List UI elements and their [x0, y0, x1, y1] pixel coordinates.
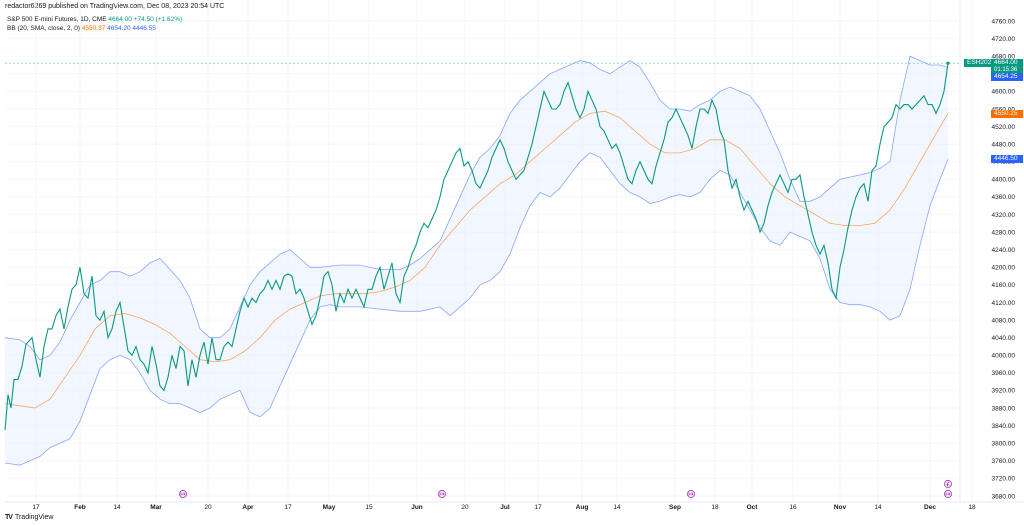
last-price-dot [946, 61, 950, 65]
price-tick-label: 4000.00 [992, 353, 1016, 360]
price-tick-label: 4400.00 [992, 177, 1016, 184]
time-tick-label: 17 [534, 504, 542, 511]
time-tick-label: 20 [204, 504, 212, 511]
last-price: 4664.00 [108, 16, 132, 23]
lower-band-tag: 4446.50 [991, 155, 1023, 163]
bb-legend-row[interactable]: BB (20, SMA, close, 2, 0) 4550.37 4654.2… [7, 24, 182, 33]
price-tick-label: 4480.00 [992, 141, 1016, 148]
time-tick-label: 17 [32, 504, 40, 511]
basis-tag: 4550.25 [991, 110, 1023, 118]
price-axis[interactable]: 4760.004720.004680.004640.004600.004560.… [992, 18, 1016, 500]
price-tick-label: 4600.00 [992, 89, 1016, 96]
time-tick-label: Oct [747, 504, 759, 511]
price-tick-label: 4160.00 [992, 282, 1016, 289]
symbol-tag: ESH2024 [964, 59, 998, 67]
dividend-split-event-icon[interactable] [179, 490, 187, 498]
price-tick-label: 3960.00 [992, 370, 1016, 377]
time-tick-label: Feb [74, 504, 86, 511]
price-tick-label: 4760.00 [992, 18, 1016, 25]
time-tick-label: Dec [924, 504, 936, 511]
time-tick-label: Sep [669, 504, 681, 511]
price-tick-label: 4080.00 [992, 317, 1016, 324]
price-tick-label: 4520.00 [992, 124, 1016, 131]
time-tick-label: 18 [968, 504, 976, 511]
price-tick-label: 4360.00 [992, 194, 1016, 201]
bollinger-band-fill [5, 56, 948, 466]
tradingview-footer[interactable]: TV TradingView [5, 514, 53, 521]
time-tick-label: 16 [789, 504, 797, 511]
tradingview-logo-icon: TV [5, 514, 13, 521]
price-tick-label: 3720.00 [992, 476, 1016, 483]
price-tick-label: 4040.00 [992, 335, 1016, 342]
bollinger-lower-band [4, 152, 949, 466]
earnings-event-icon[interactable] [944, 480, 952, 488]
price-tick-label: 3800.00 [992, 441, 1016, 448]
time-axis[interactable]: 17 Feb 14 Mar 20 Apr 17 May 15 Jun 20 Jul 17 Aug 14 Sep… [32, 504, 976, 511]
bb-basis-value: 4550.37 [81, 25, 106, 32]
price-tick-label: 4200.00 [992, 265, 1016, 272]
time-tick-label: 14 [874, 504, 882, 511]
event-markers [179, 480, 952, 498]
price-tick-label: 4280.00 [992, 229, 1016, 236]
price-change: +74.50 (+1.62%) [133, 16, 183, 23]
countdown-tag: 01:15:36 [991, 66, 1023, 74]
time-tick-label: Mar [150, 504, 162, 511]
time-tick-label: Jun [411, 504, 423, 511]
upper-band-tag: 4654.25 [991, 73, 1023, 81]
brand-name: TradingView [14, 514, 54, 521]
bollinger-basis-line [4, 110, 949, 409]
price-tick-label: 4680.00 [992, 53, 1016, 60]
bb-lower-value: 4446.55 [132, 25, 156, 32]
symbol-name: S&P 500 E-mini Futures, 1D, CME [7, 16, 107, 23]
time-tick-label: 14 [613, 504, 621, 511]
price-tick-label: 4560.00 [992, 106, 1016, 113]
price-tick-label: 3840.00 [992, 423, 1016, 430]
price-tick-label: 3760.00 [992, 458, 1016, 465]
bollinger-upper-band [4, 55, 949, 361]
publisher-caption: redactor6269 published on TradingView.co… [5, 3, 225, 10]
chart-legend: S&P 500 E-mini Futures, 1D, CME 4664.00 … [7, 15, 182, 33]
price-line [4, 63, 949, 431]
price-tick-label: 3680.00 [992, 493, 1016, 500]
time-tick-label: Jul [500, 504, 510, 511]
time-tick-label: 15 [365, 504, 373, 511]
price-tick-label: 4720.00 [992, 36, 1016, 43]
price-tick-label: 3920.00 [992, 388, 1016, 395]
time-tick-label: 14 [113, 504, 121, 511]
dividend-split-event-icon[interactable] [944, 490, 952, 498]
symbol-legend-row[interactable]: S&P 500 E-mini Futures, 1D, CME 4664.00 … [7, 15, 182, 24]
price-tick-label: 4320.00 [992, 212, 1016, 219]
time-tick-label: 17 [284, 504, 292, 511]
dividend-split-event-icon[interactable] [438, 490, 446, 498]
price-tick-label: 4120.00 [992, 300, 1016, 307]
time-tick-label: Apr [242, 504, 254, 511]
price-tick-label: 3880.00 [992, 405, 1016, 412]
time-tick-label: May [323, 504, 336, 511]
time-tick-label: 20 [461, 504, 469, 511]
bb-indicator-name: BB (20, SMA, close, 2, 0) [7, 25, 80, 32]
time-tick-label: Aug [576, 504, 589, 511]
price-tick-label: 4240.00 [992, 247, 1016, 254]
bb-upper-value: 4654.20 [107, 25, 131, 32]
price-tag: 4664.00 [991, 59, 1023, 67]
time-tick-label: Nov [834, 504, 847, 511]
time-tick-label: 18 [711, 504, 719, 511]
dividend-split-event-icon[interactable] [687, 490, 695, 498]
